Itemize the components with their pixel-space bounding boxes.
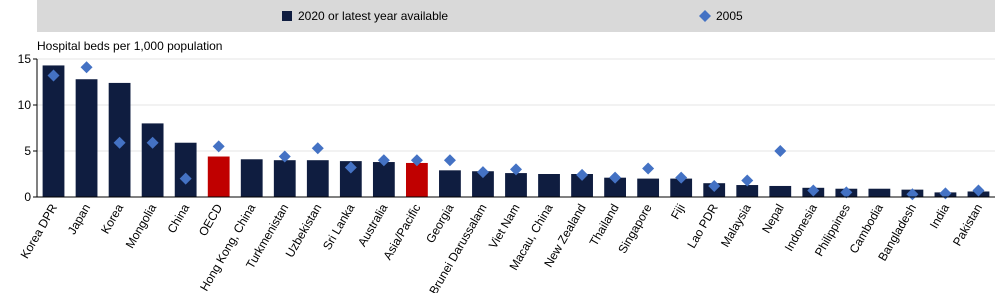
bar xyxy=(505,173,527,197)
bar xyxy=(339,161,362,197)
marker xyxy=(278,150,291,163)
marker xyxy=(344,161,357,174)
marker xyxy=(113,136,126,149)
x-tick-label: Korea xyxy=(98,201,126,236)
x-tick-label: Mongolia xyxy=(123,201,160,250)
bar xyxy=(472,171,494,197)
marker xyxy=(443,154,456,167)
marker xyxy=(410,154,423,167)
x-tick-label: Georgia xyxy=(423,201,457,245)
marker xyxy=(807,184,820,197)
x-tick-label: Thailand xyxy=(587,202,622,249)
x-tick-label: Australia xyxy=(355,201,391,249)
marker xyxy=(311,142,324,155)
x-tick-label: Korea DPR xyxy=(18,201,61,261)
bar xyxy=(207,156,230,197)
x-tick-label: Japan xyxy=(65,202,93,237)
marker xyxy=(972,184,985,197)
bar xyxy=(604,177,627,197)
bar xyxy=(273,160,296,197)
legend-swatch xyxy=(282,11,292,21)
marker xyxy=(510,163,522,176)
marker xyxy=(212,140,225,153)
bar xyxy=(42,65,65,197)
marker xyxy=(377,154,390,167)
marker xyxy=(179,172,192,185)
marker xyxy=(642,162,655,175)
legend-label: 2020 or latest year available xyxy=(298,9,448,23)
bar xyxy=(868,188,891,197)
bar xyxy=(571,174,593,197)
marker xyxy=(741,174,754,187)
x-tick-label: Pakistan xyxy=(950,202,985,249)
bar xyxy=(405,162,428,197)
bar xyxy=(670,178,693,197)
x-tick-label: Singapore xyxy=(615,201,655,256)
marker xyxy=(47,69,60,82)
x-tick-label: Fiji xyxy=(668,202,688,222)
legend-box xyxy=(37,0,995,32)
bar xyxy=(372,162,395,197)
marker xyxy=(476,166,489,179)
x-tick-label: OECD xyxy=(196,201,226,238)
bar xyxy=(240,159,263,197)
marker xyxy=(708,179,721,192)
y-tick-label: 10 xyxy=(18,98,32,112)
bar xyxy=(637,178,660,197)
bar xyxy=(141,123,164,197)
bar xyxy=(769,185,792,197)
y-tick-label: 0 xyxy=(24,190,31,204)
marker xyxy=(840,186,853,199)
x-tick-label: Malaysia xyxy=(718,201,754,249)
x-tick-label: China xyxy=(164,201,192,235)
x-tick-label: Sri Lanka xyxy=(320,201,358,252)
y-axis-label: Hospital beds per 1,000 population xyxy=(37,39,222,53)
bar xyxy=(736,185,759,197)
y-tick-label: 5 xyxy=(24,144,31,158)
x-tick-label: India xyxy=(927,201,952,231)
legend-label: 2005 xyxy=(716,9,743,23)
x-tick-label: Nepal xyxy=(759,202,787,236)
x-tick-label: Viet Nam xyxy=(486,202,523,252)
marker xyxy=(80,61,93,74)
y-tick-label: 15 xyxy=(18,52,32,66)
bar xyxy=(538,174,560,197)
marker xyxy=(675,171,688,184)
marker xyxy=(774,145,787,157)
bar xyxy=(306,160,329,197)
bar xyxy=(174,142,197,197)
marker xyxy=(576,168,589,181)
marker xyxy=(146,136,159,149)
bar xyxy=(439,170,461,197)
x-tick-label: Lao PDR xyxy=(684,201,721,250)
marker xyxy=(609,171,622,184)
legend-swatch xyxy=(699,10,711,22)
marker xyxy=(939,187,952,200)
bar xyxy=(75,79,98,197)
